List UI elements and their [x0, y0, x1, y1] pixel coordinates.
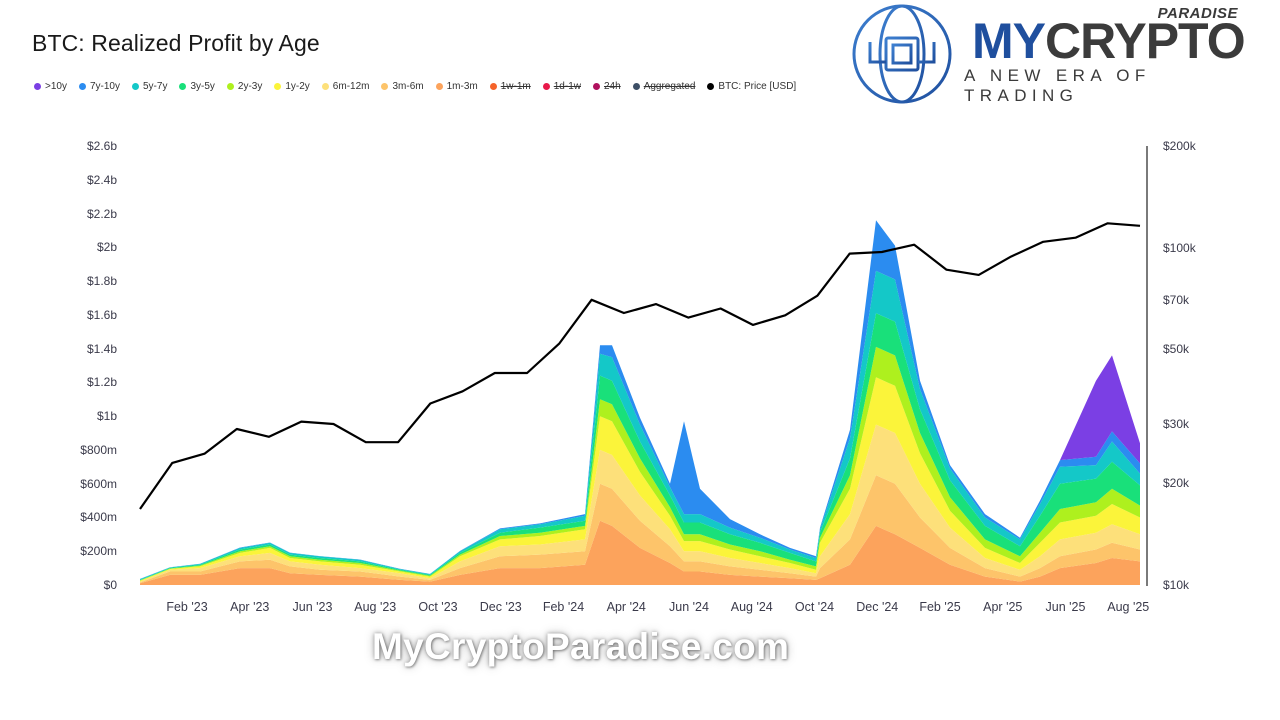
x-tick-label: Jun '23	[292, 600, 333, 614]
y-tick-label: $200m	[80, 544, 117, 559]
y2-tick-label: $100k	[1163, 240, 1196, 255]
x-tick-label: Feb '24	[542, 600, 585, 614]
y-tick-label: $800m	[80, 442, 117, 457]
area-1y2y	[140, 377, 1140, 582]
legend-item[interactable]: 24h	[593, 81, 621, 92]
legend-item[interactable]: 5y-7y	[131, 81, 168, 92]
globe-chip-icon	[852, 4, 952, 104]
logo-my-text: MY	[972, 13, 1046, 69]
y-tick-label: $1.2b	[86, 375, 117, 390]
btc-price-line	[139, 222, 1141, 510]
x-tick-label: Dec '24	[856, 600, 899, 614]
x-tick-label: Apr '25	[983, 600, 1023, 614]
legend-label: BTC: Price [USD]	[718, 81, 797, 92]
y-tick-label: $400m	[80, 510, 117, 525]
logo-wordmark: MYCRYPTO	[972, 12, 1246, 70]
legend-item[interactable]: BTC: Price [USD]	[707, 81, 796, 92]
legend-dot-icon	[321, 83, 329, 90]
legend-dot-icon	[542, 83, 550, 90]
area-2y3y	[140, 346, 1140, 581]
y2-tick-label: $10k	[1163, 578, 1190, 592]
area-5y7y	[140, 270, 1140, 580]
x-tick-label: Jun '25	[1045, 600, 1086, 614]
x-tick-label: Dec '23	[479, 600, 522, 614]
y2-tick-label: $20k	[1163, 476, 1190, 491]
legend-label: 1w-1m	[500, 81, 531, 92]
x-tick-label: Aug '23	[354, 600, 397, 614]
watermark-text: MyCryptoParadise.com	[372, 626, 790, 667]
legend-label: 1m-3m	[446, 81, 478, 92]
legend-label: 5y-7y	[142, 81, 168, 92]
legend-item[interactable]: Aggregated	[632, 81, 696, 92]
legend-label: 1y-2y	[285, 81, 310, 92]
legend-dot-icon	[34, 83, 41, 90]
legend-dot-icon	[707, 83, 715, 90]
legend-item[interactable]: 7y-10y	[78, 81, 120, 92]
legend-item[interactable]: 6m-12m	[321, 81, 370, 92]
logo-paradise-text: PARADISE	[1157, 5, 1238, 22]
legend-dot-icon	[435, 83, 443, 90]
logo-tagline: A NEW ERA OF TRADING	[964, 66, 1151, 105]
legend-label: Aggregated	[643, 81, 696, 92]
area-3y5y	[140, 313, 1140, 581]
y-tick-label: $2.4b	[86, 172, 117, 187]
legend-item[interactable]: 1w-1m	[489, 81, 531, 92]
y2-tick-label: $70k	[1163, 292, 1190, 307]
y2-tick-label: $30k	[1163, 417, 1190, 431]
area-1m3m	[140, 520, 1140, 585]
legend-dot-icon	[274, 83, 282, 90]
y-tick-label: $2.6b	[86, 139, 117, 153]
x-tick-label: Feb '25	[919, 600, 961, 614]
legend-dot-icon	[179, 83, 187, 90]
legend-dot-icon	[226, 83, 234, 90]
legend-label: 24h	[604, 81, 621, 92]
legend-label: 2y-3y	[237, 81, 263, 92]
area-3m6m	[140, 475, 1140, 584]
legend-item[interactable]: 1m-3m	[435, 81, 478, 92]
legend-dot-icon	[489, 83, 497, 90]
brand-logo: PARADISE MYCRYPTO A NEW ERA OF TRADING	[848, 0, 1268, 108]
y2-tick-label: $50k	[1163, 342, 1190, 357]
x-tick-label: Oct '24	[794, 600, 835, 614]
legend-item[interactable]: 3m-6m	[381, 81, 424, 92]
legend-label: 3m-6m	[392, 81, 424, 92]
legend-item[interactable]: 2y-3y	[226, 81, 263, 92]
chart-legend: >10y 7y-10y 5y-7y 3y-5y 2y-3y 1y-2y 6m-12m 3m-6…	[34, 81, 796, 92]
x-tick-label: Feb '23	[166, 600, 208, 614]
legend-item[interactable]: >10y	[34, 81, 67, 92]
y-tick-label: $1.8b	[86, 274, 117, 289]
y2-tick-label: $200k	[1163, 139, 1196, 153]
legend-dot-icon	[593, 83, 600, 90]
legend-item[interactable]: 1y-2y	[274, 81, 310, 92]
y-tick-label: $2.2b	[86, 206, 117, 221]
legend-dot-icon	[131, 83, 139, 90]
x-tick-label: Apr '24	[606, 600, 646, 614]
x-tick-label: Oct '23	[418, 600, 458, 614]
legend-item[interactable]: 3y-5y	[179, 81, 215, 92]
profit-areas	[140, 220, 1140, 585]
y-tick-label: $1.6b	[86, 307, 117, 322]
legend-label: 6m-12m	[332, 81, 370, 92]
y-tick-label: $0	[103, 578, 117, 592]
x-tick-label: Aug '25	[1107, 600, 1150, 614]
area-6m12m	[140, 424, 1140, 583]
y-tick-label: $600m	[80, 476, 117, 491]
x-tick-label: Jun '24	[669, 600, 709, 614]
legend-label: 3y-5y	[190, 81, 215, 92]
legend-dot-icon	[78, 83, 86, 90]
legend-label: 1d-1w	[553, 81, 581, 92]
x-tick-label: Apr '23	[230, 600, 270, 614]
y-tick-label: $1b	[96, 409, 117, 424]
y-tick-label: $2b	[96, 240, 117, 255]
x-tick-label: Aug '24	[730, 600, 773, 614]
y-tick-label: $1.4b	[86, 341, 117, 356]
legend-label: 7y-10y	[89, 81, 120, 92]
chart-title: BTC: Realized Profit by Age	[32, 30, 320, 56]
legend-item[interactable]: 1d-1w	[542, 81, 581, 92]
legend-dot-icon	[381, 83, 389, 90]
legend-dot-icon	[632, 83, 640, 90]
logo-crypto-text: CRYPTO	[1045, 13, 1246, 69]
legend-label: >10y	[45, 81, 67, 92]
